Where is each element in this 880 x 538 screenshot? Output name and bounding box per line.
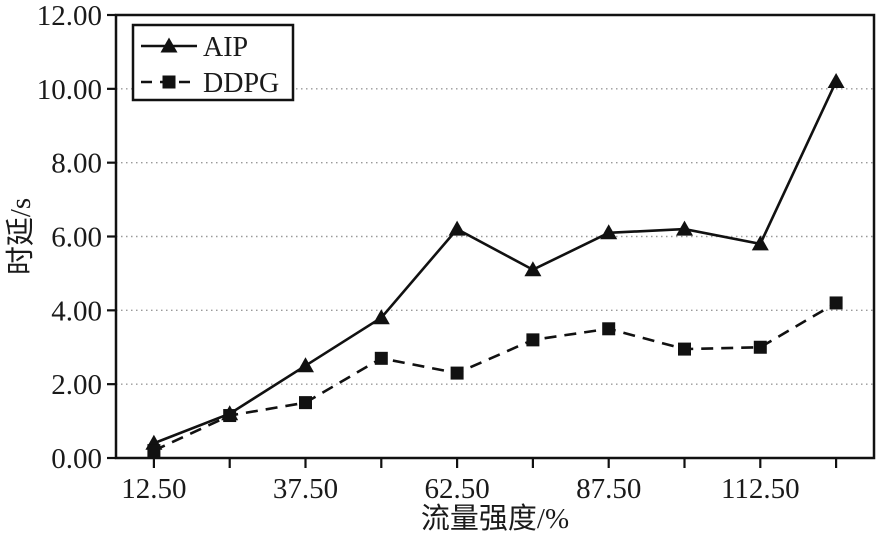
x-tick-label: 62.50 bbox=[424, 473, 489, 505]
y-tick-label: 4.00 bbox=[51, 295, 102, 327]
x-axis-label: 流量强度/% bbox=[421, 502, 569, 535]
ddpg-marker bbox=[299, 396, 312, 410]
ddpg-marker bbox=[223, 409, 237, 423]
aip-marker bbox=[751, 235, 769, 251]
aip-marker bbox=[524, 261, 542, 277]
ddpg-marker bbox=[526, 333, 540, 347]
legend-label-aip: AIP bbox=[203, 32, 248, 63]
ddpg-marker bbox=[147, 444, 161, 458]
aip-marker bbox=[600, 224, 618, 240]
aip-marker bbox=[372, 309, 390, 325]
y-tick-label: 2.00 bbox=[51, 369, 102, 401]
ddpg-marker bbox=[374, 351, 388, 365]
y-tick-label: 0.00 bbox=[51, 443, 102, 475]
ddpg-marker bbox=[753, 340, 767, 354]
ddpg-marker bbox=[602, 322, 616, 336]
legend-marker-ddpg bbox=[162, 75, 176, 89]
x-tick-label: 112.50 bbox=[721, 473, 800, 505]
ddpg-marker bbox=[678, 342, 691, 356]
aip-marker bbox=[297, 357, 314, 373]
y-tick-label: 10.00 bbox=[37, 74, 102, 106]
ddpg-line bbox=[153, 301, 837, 452]
aip-marker bbox=[448, 220, 466, 236]
legend-box bbox=[131, 23, 295, 102]
y-tick-label: 6.00 bbox=[51, 222, 102, 254]
y-axis-label: 时延/s bbox=[4, 198, 37, 275]
aip-marker bbox=[827, 72, 845, 88]
ddpg-marker bbox=[829, 296, 843, 310]
ddpg-marker bbox=[450, 366, 464, 380]
aip-line bbox=[153, 80, 838, 445]
x-tick-label: 12.50 bbox=[121, 473, 186, 505]
x-tick-label: 37.50 bbox=[273, 473, 338, 505]
legend-marker-aip bbox=[160, 37, 178, 53]
aip-marker bbox=[676, 220, 693, 236]
y-tick-label: 8.00 bbox=[51, 148, 102, 180]
legend-label-ddpg: DDPG bbox=[203, 68, 279, 99]
y-tick-label: 12.00 bbox=[37, 0, 102, 32]
x-tick-label: 87.50 bbox=[576, 473, 641, 505]
